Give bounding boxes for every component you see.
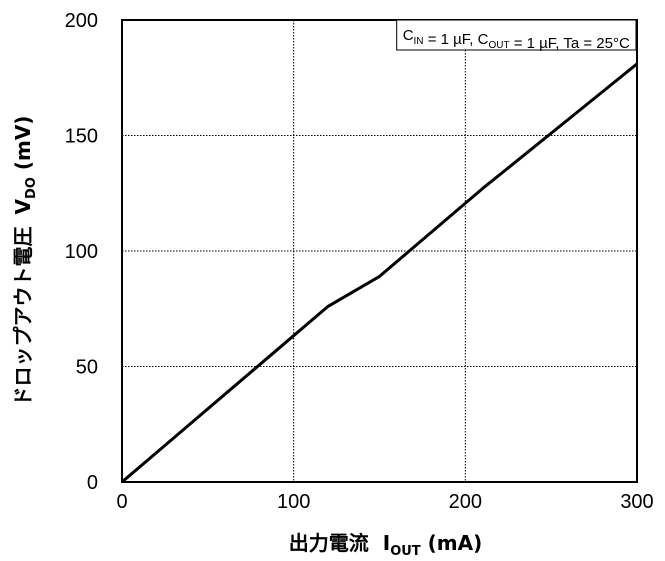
tick-labels: 0 100 200 300 0 50 100 150 200 [65, 10, 654, 513]
annotation-part: = 1 µF, Ta = 25°C [510, 35, 630, 52]
conditions-annotation: CIN = 1 µF, COUT = 1 µF, Ta = 25°C [396, 19, 637, 52]
plot-frame [121, 19, 638, 483]
y-tick-label: 150 [65, 126, 98, 148]
x-axis-label-main: 出力電流 [289, 531, 369, 555]
y-tick-label: 0 [87, 472, 98, 494]
y-tick-label: 200 [65, 10, 98, 32]
x-tick-label: 0 [116, 491, 127, 513]
annotation-part: C [403, 27, 414, 44]
grid [122, 20, 637, 482]
y-tick-label: 100 [65, 241, 98, 263]
annotation-text: CIN = 1 µF, COUT = 1 µF, Ta = 25°C [403, 27, 630, 52]
x-axis-label-symbol: I [383, 531, 390, 555]
y-axis-label-unit: (mV) [11, 116, 35, 178]
x-tick-label: 100 [277, 491, 310, 513]
x-axis-label-sub: OUT [390, 544, 421, 559]
y-tick-label: 50 [76, 357, 98, 379]
x-axis-label-unit: (mA) [421, 531, 483, 555]
annotation-part: = 1 µF, C [424, 31, 489, 48]
annotation-subscript: OUT [488, 40, 509, 51]
annotation-box [396, 19, 637, 51]
x-tick-label: 200 [449, 491, 482, 513]
y-axis-label: ドロップアウト電圧 VDO (mV) [11, 116, 39, 407]
x-axis-label: 出力電流 IOUT (mA) [289, 531, 483, 559]
y-axis-label-main: ドロップアウト電圧 [11, 226, 35, 406]
y-axis-label-symbol: V [11, 198, 35, 214]
x-tick-label: 300 [620, 491, 653, 513]
annotation-subscript: IN [414, 36, 424, 47]
series-layer [121, 62, 638, 484]
series-line [121, 62, 638, 484]
y-axis-label-sub: DO [24, 177, 39, 199]
